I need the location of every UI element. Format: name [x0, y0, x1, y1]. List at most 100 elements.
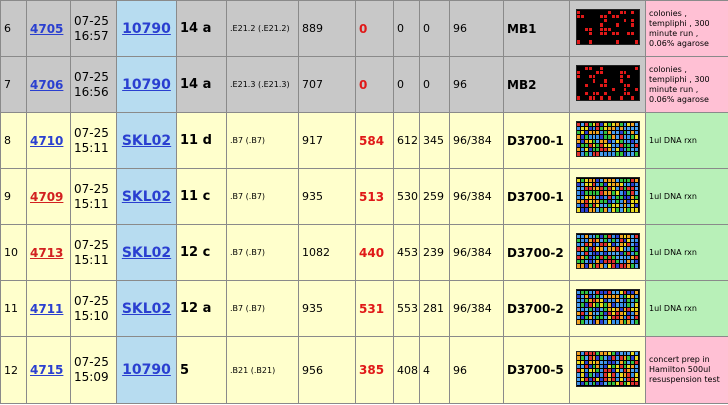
well-dot	[592, 208, 596, 212]
well-dot	[577, 191, 580, 195]
well-dot	[600, 36, 604, 40]
read-count: 956	[298, 336, 356, 404]
well-dot	[631, 364, 635, 368]
well-dot	[608, 320, 611, 324]
well-dot	[592, 10, 596, 14]
well-dot	[608, 381, 611, 385]
well-dot	[604, 187, 607, 191]
well-dot	[608, 360, 611, 364]
well-dot	[635, 75, 638, 79]
run-link[interactable]: 4710	[30, 133, 64, 148]
run-link[interactable]: 4711	[30, 301, 64, 316]
well-dot	[611, 96, 615, 100]
well-dot	[635, 255, 638, 259]
well-dot	[584, 23, 588, 27]
well-dot	[604, 307, 607, 311]
well-dot	[588, 75, 592, 79]
plate-link[interactable]: SKL02	[121, 188, 172, 205]
well-dot	[615, 92, 619, 96]
plate-thumbnail[interactable]	[575, 233, 640, 269]
plate-link[interactable]: SKL02	[121, 244, 172, 261]
run-link[interactable]: 4713	[30, 245, 64, 260]
well-dot	[604, 360, 607, 364]
well-dot	[619, 369, 623, 373]
plate-link[interactable]: 10790	[122, 362, 171, 378]
plate-link[interactable]: 10790	[122, 20, 171, 37]
well-dot	[608, 373, 611, 377]
well-dot	[611, 79, 615, 83]
well-dot	[584, 131, 588, 135]
plate-thumbnail-cell[interactable]	[569, 280, 646, 337]
well-dot	[627, 36, 631, 40]
well-dot	[631, 40, 635, 44]
well-dot	[584, 14, 588, 18]
well-dot	[588, 191, 592, 195]
well-dot	[604, 75, 607, 79]
run-link[interactable]: 4706	[30, 77, 64, 92]
well-dot	[584, 260, 588, 264]
plate-thumbnail-cell[interactable]	[569, 168, 646, 225]
well-dot	[608, 70, 611, 74]
well-dot	[635, 356, 638, 360]
plate-thumbnail[interactable]	[575, 65, 640, 101]
well-dot	[631, 204, 635, 208]
well-dot	[611, 139, 615, 143]
well-dot	[627, 139, 631, 143]
plate-thumbnail-cell[interactable]	[569, 336, 646, 404]
plate-thumbnail[interactable]	[575, 177, 640, 213]
well-dot	[580, 352, 584, 356]
well-dot	[631, 307, 635, 311]
plate-thumbnail[interactable]	[575, 350, 640, 387]
well-dot	[631, 352, 635, 356]
plate-thumbnail[interactable]	[575, 121, 640, 157]
well-dot	[619, 96, 623, 100]
well-dot	[580, 19, 584, 23]
plate-cell: SKL02	[116, 224, 177, 281]
well-dot	[600, 187, 604, 191]
plate-thumbnail-cell[interactable]	[569, 0, 646, 57]
well-dot	[608, 19, 611, 23]
condition-label: D3700-2	[503, 224, 570, 281]
run-link[interactable]: 4715	[30, 363, 64, 377]
well-dot	[600, 75, 604, 79]
run-link[interactable]: 4709	[30, 189, 64, 204]
well-dot	[615, 135, 619, 139]
well-dot	[584, 178, 588, 182]
well-dot	[615, 75, 619, 79]
plate-link[interactable]: SKL02	[121, 132, 172, 149]
well-dot	[600, 251, 604, 255]
well-dot	[619, 92, 623, 96]
well-dot	[619, 251, 623, 255]
well-dot	[600, 143, 604, 147]
well-dot	[627, 307, 631, 311]
row-index: 9	[0, 168, 27, 225]
plate-thumbnail-cell[interactable]	[569, 56, 646, 113]
well-dot	[608, 195, 611, 199]
well-dot	[588, 195, 592, 199]
well-dot	[577, 126, 580, 130]
well-dot	[635, 92, 638, 96]
plate-link[interactable]: 10790	[122, 76, 171, 93]
well-dot	[596, 381, 600, 385]
plate-thumbnail[interactable]	[575, 289, 640, 325]
well-dot	[580, 14, 584, 18]
well-dot	[584, 92, 588, 96]
well-dot	[611, 40, 615, 44]
run-link[interactable]: 4705	[30, 21, 64, 36]
plate-cell: 10790	[116, 336, 177, 404]
well-dot	[619, 264, 623, 268]
plate-link[interactable]: SKL02	[121, 300, 172, 317]
well-dot	[635, 264, 638, 268]
plate-thumbnail-cell[interactable]	[569, 224, 646, 281]
well-dot	[588, 70, 592, 74]
well-dot	[584, 122, 588, 126]
plate-thumbnail[interactable]	[575, 9, 640, 45]
well-dot	[584, 364, 588, 368]
well-dot	[580, 364, 584, 368]
plate-thumbnail-cell[interactable]	[569, 112, 646, 169]
well-dot	[588, 40, 592, 44]
well-dot	[611, 356, 615, 360]
well-dot	[580, 299, 584, 303]
run-datetime: 07-25 15:09	[70, 336, 117, 404]
well-dot	[615, 143, 619, 147]
